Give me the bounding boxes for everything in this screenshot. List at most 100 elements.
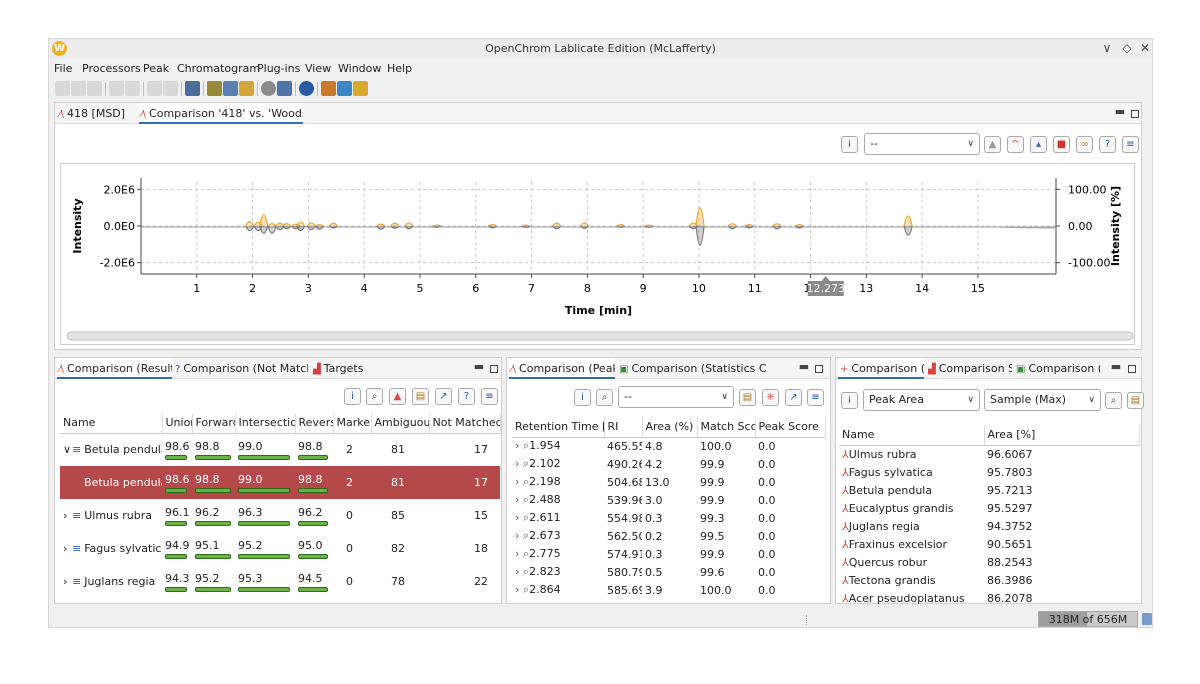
tab-comparison-peaks[interactable]: ⁄\Comparison (Peaks) [509,358,615,379]
menu-view[interactable]: View [305,62,332,75]
help-icon[interactable]: ? [1099,136,1116,153]
peak-row[interactable]: › ⌕2.864 585.69 3.9 100.0 0.0 [512,581,825,599]
peaks-filter-button[interactable]: ✳ [762,389,779,406]
col-not-matched[interactable]: Not Matched [429,413,501,434]
peaks-table[interactable]: Retention Time [min] RI Area (%) Match S… [512,417,826,599]
score-row[interactable]: ⅄Ulmus rubra 96.6067 [839,445,1139,463]
score-row[interactable]: ⅄Eucalyptus grandis 95.5297 [839,499,1139,517]
panel-icon[interactable] [277,81,292,96]
menu-chromatogram[interactable]: Chromatogram [177,62,261,75]
grid-icon[interactable] [207,81,222,96]
maximize-button[interactable]: ◇ [1122,41,1132,55]
col-match-score[interactable]: Match Score [697,417,756,438]
back-icon[interactable] [147,81,162,96]
col-score-area[interactable]: Area [%] [984,425,1140,446]
peak-row[interactable]: › ⌕2.488 539.96 3.0 99.9 0.0 [512,491,825,509]
results-row[interactable]: ∨≡ Betula pendula 98.6 98.8 99.0 98.8 2 81 17 [60,433,500,466]
score-row[interactable]: ⅄Tectona grandis 86.3986 [839,571,1139,589]
peaks-copy-button[interactable]: ▤ [739,389,756,406]
tab-comparison-b[interactable]: ▣Comparison (B [1016,362,1100,375]
maximize-panel-icon[interactable] [1131,110,1139,118]
minimize-peaks-icon[interactable]: ▬ [798,360,810,373]
results-row[interactable]: › ≡ Ulmus rubra 96.1 96.2 96.3 96.2 0 85 15 [60,499,500,532]
peaks-search-button[interactable]: ⌕ [596,389,613,406]
chart-selection-combo[interactable]: -- ∨ [864,133,980,155]
peak-row[interactable]: › ⌕2.673 562.50 0.2 99.5 0.0 [512,527,825,545]
peak-row[interactable]: › ⌕1.954 465.55 4.8 100.0 0.0 [512,437,825,455]
save-as-icon[interactable] [71,81,86,96]
col-retention-time[interactable]: Retention Time [min] [512,417,605,438]
results-row[interactable]: › ≡ Juglans regia 94.3 95.2 95.3 94.5 0 78 22 [60,565,500,598]
report-icon[interactable] [353,81,368,96]
memory-gauge[interactable]: 318M of 656M [1038,611,1138,627]
results-help-button[interactable]: ? [458,388,475,405]
peak-row[interactable]: › ⌕2.198 504.68 13.0 99.9 0.0 [512,473,825,491]
peaks-info-button[interactable]: i [574,389,591,406]
menu-file[interactable]: File [54,62,73,75]
results-info-button[interactable]: i [344,388,361,405]
peak-row[interactable]: › ⌕2.611 554.98 0.3 99.3 0.0 [512,509,825,527]
col-ri[interactable]: RI [604,417,643,438]
col-marker[interactable]: Marker [333,413,372,434]
tab-comparison-st[interactable]: +Comparison (St [838,358,924,379]
peak-row[interactable]: › ⌕2.775 574.91 0.3 99.9 0.0 [512,545,825,563]
results-settings-button[interactable]: ≡ [481,388,498,405]
camera-icon[interactable] [185,81,200,96]
results-copy-button[interactable]: ▤ [412,388,429,405]
expand-icon[interactable]: › [515,457,520,470]
area-type-combo[interactable]: Peak Area ∨ [863,389,980,411]
peaks-combo[interactable]: -- ∨ [618,386,734,408]
peaks-settings-button[interactable]: ≡ [807,389,824,406]
scores-info-button[interactable]: i [841,392,858,409]
results-table[interactable]: Name Union Forward Intersection Reverse … [60,413,501,598]
col-union[interactable]: Union [162,413,193,434]
search-icon[interactable] [261,81,276,96]
chart-mode-3-icon[interactable]: ▴ [1030,136,1047,153]
forward-icon[interactable] [163,81,178,96]
score-row[interactable]: ⅄Fagus sylvatica 95.7803 [839,463,1139,481]
undo-icon[interactable] [109,81,124,96]
results-row[interactable]: Betula pendula 98.6 98.8 99.0 98.8 2 81 17 [60,466,500,499]
minimize-results-icon[interactable]: ▬ [473,360,485,373]
tab-comparison[interactable]: ⁄\Comparison '418' vs. 'Woods' ✕ [139,103,303,124]
expand-icon[interactable]: › [515,493,520,506]
maximize-results-icon[interactable] [490,365,498,373]
scores-search-button[interactable]: ⌕ [1105,392,1122,409]
chart-info-button[interactable]: i [841,136,858,153]
export-pdf-icon[interactable]: ■ [1053,136,1070,153]
chart-link-icon[interactable]: ∞ [1076,136,1093,153]
window-icon[interactable] [223,81,238,96]
tab-comparison-sc[interactable]: ▟Comparison Sc [928,362,1012,375]
expand-icon[interactable]: › [515,439,520,453]
peaks-export-button[interactable]: ↗ [785,389,802,406]
peak-row[interactable]: › ⌕2.823 580.79 0.5 99.6 0.0 [512,563,825,581]
menu-help[interactable]: Help [387,62,413,75]
score-row[interactable]: ⅄Betula pendula 95.7213 [839,481,1139,499]
results-peaks-button[interactable]: ▲ [389,388,406,405]
col-reverse[interactable]: Reverse [295,413,334,434]
chart-mode-2-icon[interactable]: ^ [1007,136,1024,153]
expand-icon[interactable]: › [515,511,520,524]
col-peak-score[interactable]: Peak Score [755,417,826,438]
close-window-button[interactable]: ✕ [1139,41,1151,55]
scores-table[interactable]: Name Area [%] ⅄Ulmus rubra 96.6067 ⅄Fagus … [839,425,1140,607]
info-icon[interactable] [299,81,314,96]
col-score-name[interactable]: Name [839,425,985,446]
expand-icon[interactable]: › [515,565,520,578]
col-ambiguous[interactable]: Ambiguous [371,413,430,434]
score-row[interactable]: ⅄Fraxinus excelsior 90.5651 [839,535,1139,553]
process-icon[interactable] [337,81,352,96]
tab-targets[interactable]: ▟ Targets [313,362,364,375]
expand-icon[interactable]: › [515,583,520,596]
save-all-icon[interactable] [87,81,102,96]
peak-row[interactable]: › ⌕2.102 490.26 4.2 99.9 0.0 [512,455,825,473]
scores-copy-button[interactable]: ▤ [1127,392,1144,409]
menu-peak[interactable]: Peak [143,62,170,75]
expand-icon[interactable]: › [63,509,68,522]
chart-settings-icon[interactable]: ≡ [1122,136,1139,153]
col-area[interactable]: Area (%) [642,417,698,438]
expand-icon[interactable]: › [515,529,520,542]
tab-418-msd[interactable]: ⁄\ 418 [MSD] [59,107,126,120]
results-export-button[interactable]: ↗ [435,388,452,405]
menu-window[interactable]: Window [338,62,382,75]
